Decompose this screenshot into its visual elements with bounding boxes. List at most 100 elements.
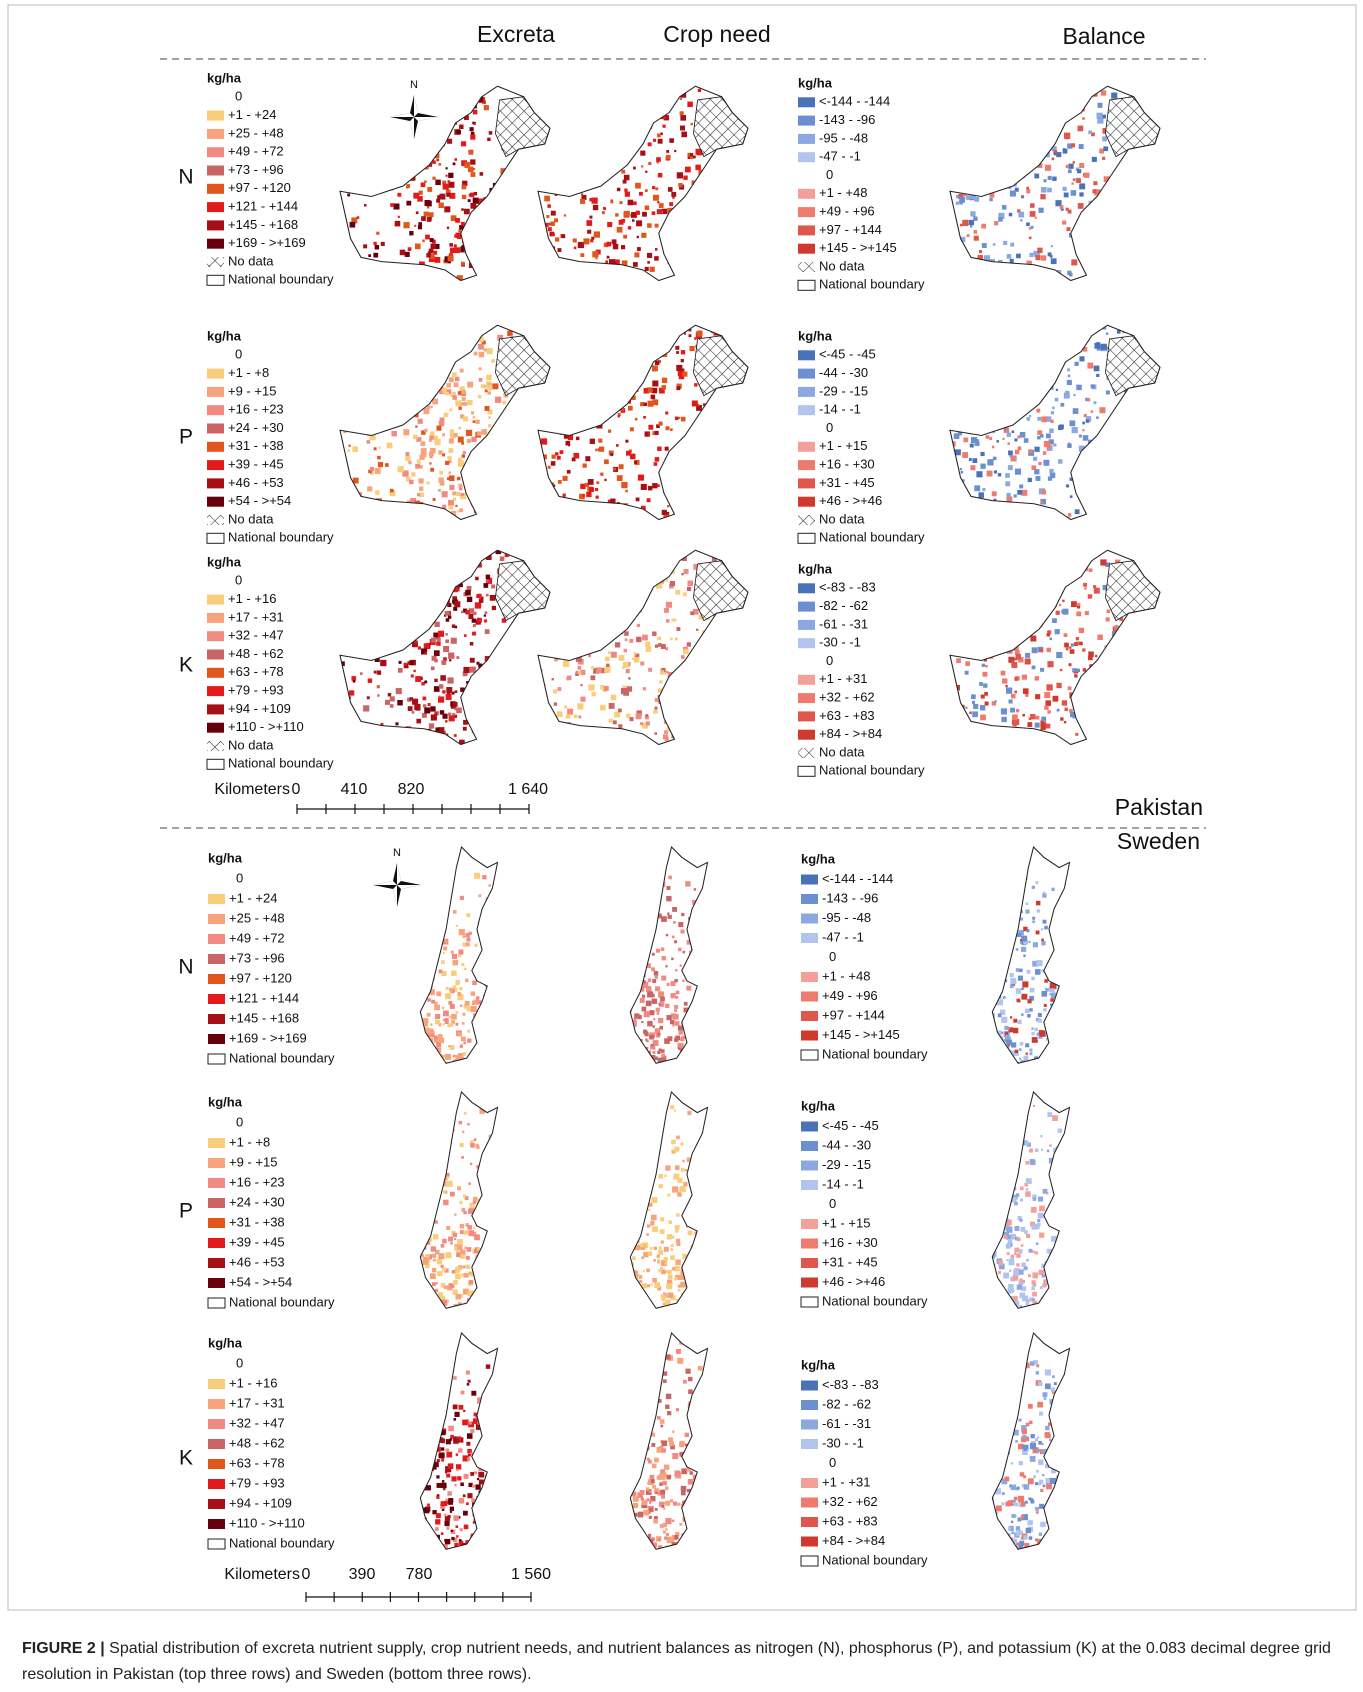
raster-cell: [981, 135, 985, 139]
raster-cell: [652, 631, 656, 635]
raster-cell: [711, 406, 717, 412]
raster-cell: [714, 442, 719, 447]
raster-cell: [357, 420, 361, 424]
raster-cell: [731, 446, 735, 450]
raster-cell: [1036, 931, 1040, 935]
raster-cell: [573, 598, 577, 602]
raster-cell: [1048, 1019, 1052, 1023]
raster-cell: [691, 517, 695, 521]
raster-cell: [980, 507, 985, 512]
raster-cell: [367, 696, 370, 699]
raster-cell: [1147, 684, 1151, 688]
raster-cell: [417, 607, 421, 611]
raster-cell: [594, 580, 599, 585]
raster-cell: [411, 143, 413, 145]
raster-cell: [675, 448, 678, 451]
raster-cell: [582, 583, 588, 589]
raster-cell: [994, 470, 997, 473]
raster-cell: [576, 152, 580, 156]
legend-swatch: [208, 994, 225, 1004]
raster-cell: [564, 214, 566, 216]
raster-cell: [733, 443, 735, 445]
legend-label: +94 - +109: [228, 701, 291, 716]
legend-label: 0: [235, 573, 242, 588]
raster-cell: [546, 250, 552, 256]
raster-cell: [648, 668, 652, 672]
raster-cell: [684, 223, 688, 227]
raster-cell: [344, 643, 347, 646]
raster-cell: [675, 504, 680, 509]
raster-cell: [658, 1058, 662, 1062]
raster-cell: [661, 342, 664, 345]
raster-cell: [628, 406, 633, 411]
raster-cell: [483, 724, 485, 726]
raster-cell: [432, 656, 437, 661]
raster-cell: [1052, 407, 1055, 410]
raster-cell: [1026, 261, 1031, 266]
raster-cell: [1127, 239, 1129, 241]
raster-cell: [424, 354, 428, 358]
raster-cell: [461, 1037, 466, 1042]
raster-cell: [1052, 618, 1057, 623]
raster-cell: [1048, 592, 1051, 595]
raster-cell: [424, 680, 427, 683]
raster-cell: [348, 108, 354, 114]
raster-cell: [1106, 391, 1110, 395]
raster-cell: [675, 1021, 680, 1026]
raster-cell: [684, 1002, 688, 1006]
raster-cell: [614, 123, 616, 125]
raster-cell: [1143, 216, 1146, 219]
legend-label: +46 - >+46: [819, 493, 882, 508]
raster-cell: [452, 960, 458, 966]
raster-cell: [1146, 337, 1150, 341]
raster-cell: [982, 736, 986, 740]
raster-cell: [395, 150, 400, 155]
raster-cell: [1014, 438, 1017, 441]
raster-cell: [530, 235, 535, 240]
raster-cell: [418, 991, 423, 996]
raster-cell: [1156, 237, 1159, 240]
raster-cell: [679, 215, 685, 221]
raster-cell: [549, 360, 554, 365]
raster-cell: [480, 240, 485, 245]
raster-cell: [472, 229, 478, 235]
raster-cell: [552, 368, 554, 370]
raster-cell: [990, 137, 992, 139]
raster-cell: [1006, 688, 1012, 694]
raster-cell: [606, 664, 609, 667]
raster-cell: [1109, 427, 1113, 431]
raster-cell: [1027, 571, 1031, 575]
raster-cell: [1025, 1009, 1029, 1013]
raster-cell: [557, 409, 562, 414]
raster-cell: [466, 1303, 472, 1309]
raster-cell: [1042, 513, 1048, 519]
raster-cell: [664, 608, 669, 613]
raster-cell: [1039, 740, 1044, 745]
no-data-area: [1105, 561, 1160, 621]
raster-cell: [361, 418, 365, 422]
raster-cell: [996, 440, 999, 443]
raster-cell: [672, 619, 675, 622]
raster-cell: [430, 244, 436, 250]
raster-cell: [481, 926, 486, 931]
raster-cell: [390, 203, 394, 207]
raster-cell: [411, 515, 413, 517]
raster-cell: [438, 489, 441, 492]
raster-cell: [417, 505, 420, 508]
raster-cell: [743, 698, 747, 702]
raster-cell: [633, 1018, 636, 1021]
raster-cell: [516, 664, 519, 667]
raster-cell: [430, 238, 434, 242]
raster-cell: [1137, 546, 1141, 550]
raster-cell: [707, 208, 712, 213]
raster-cell: [1083, 261, 1086, 264]
raster-cell: [471, 711, 473, 713]
raster-cell: [953, 243, 958, 248]
raster-cell: [474, 352, 478, 356]
raster-cell: [1026, 417, 1030, 421]
raster-cell: [513, 233, 518, 238]
raster-cell: [480, 504, 485, 509]
raster-cell: [470, 465, 472, 467]
raster-cell: [672, 1024, 674, 1026]
raster-cell: [598, 552, 604, 558]
